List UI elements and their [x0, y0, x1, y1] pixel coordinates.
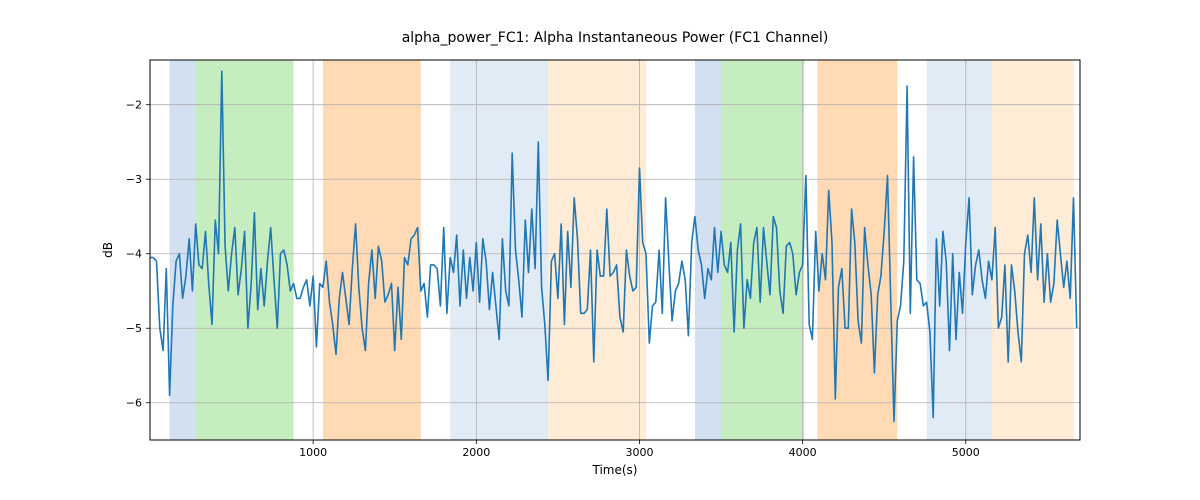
chart-svg: 1000 2000 3000 4000 5000 −6 −5 −4 −3 −2 Time(s) dB a… [0, 0, 1200, 500]
ytick-label: −3 [126, 173, 142, 186]
chart-title: alpha_power_FC1: Alpha Instantaneous Pow… [402, 30, 829, 46]
ytick-label: −5 [126, 322, 142, 335]
xtick-label: 3000 [625, 446, 653, 459]
xtick-label: 1000 [299, 446, 327, 459]
region-band [170, 60, 196, 440]
x-axis-label: Time(s) [592, 463, 638, 477]
xtick-label: 4000 [789, 446, 817, 459]
xtick-label: 5000 [952, 446, 980, 459]
figure-container: 1000 2000 3000 4000 5000 −6 −5 −4 −3 −2 Time(s) dB a… [0, 0, 1200, 500]
y-axis-label: dB [101, 242, 115, 258]
xtick-label: 2000 [462, 446, 490, 459]
ytick-label: −6 [126, 397, 142, 410]
ytick-label: −4 [126, 248, 142, 261]
region-band [817, 60, 897, 440]
ytick-label: −2 [126, 99, 142, 112]
